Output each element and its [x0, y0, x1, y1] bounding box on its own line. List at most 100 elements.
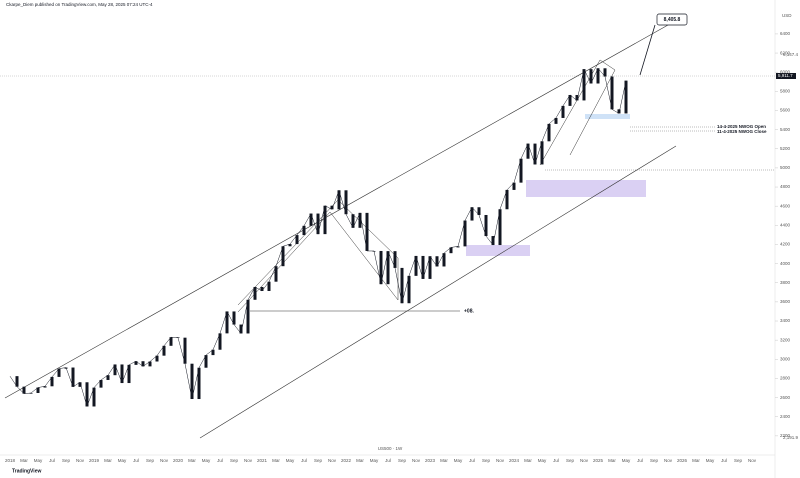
candle — [197, 367, 201, 400]
candle — [442, 253, 446, 267]
x-tick-label: May — [538, 458, 547, 463]
x-tick-label: Jul — [301, 458, 307, 463]
y-tick-label: 3000 — [780, 356, 791, 361]
candle — [505, 189, 509, 210]
candle — [162, 345, 166, 356]
x-tick-label: Nov — [160, 458, 169, 463]
candle — [288, 244, 292, 247]
x-tick-label: May — [202, 458, 211, 463]
x-tick-label: 2019 — [89, 458, 100, 463]
candle — [589, 69, 593, 84]
candle — [106, 375, 110, 380]
y-tick-label: 4400 — [780, 223, 791, 228]
candle — [246, 299, 250, 334]
candle — [302, 225, 306, 236]
x-tick-label: 2018 — [5, 458, 16, 463]
x-tick-label: Jul — [469, 458, 475, 463]
pattern — [539, 59, 616, 166]
candle — [127, 364, 131, 384]
x-tick-label: 2024 — [509, 458, 520, 463]
x-tick-label: Jul — [553, 458, 559, 463]
candle — [365, 212, 369, 251]
candle — [484, 214, 488, 237]
zone — [526, 180, 646, 197]
candle — [428, 256, 432, 279]
x-tick-label: 2021 — [257, 458, 268, 463]
y-tick-label: 6000 — [780, 69, 791, 74]
candle — [78, 382, 82, 387]
candle — [337, 190, 341, 210]
x-tick-label: Nov — [412, 458, 421, 463]
candle — [526, 143, 530, 159]
logo: TradingView — [12, 468, 41, 474]
candle — [232, 311, 236, 325]
candle — [561, 105, 565, 118]
candle — [71, 367, 75, 387]
candle — [582, 69, 586, 101]
candle — [316, 213, 320, 235]
target-arrow — [639, 24, 656, 76]
y-tick-label: 4800 — [780, 184, 791, 189]
candle — [29, 392, 33, 394]
x-tick-label: 2020 — [173, 458, 184, 463]
y-tick-label: 3400 — [780, 318, 791, 323]
candle — [169, 337, 173, 346]
x-tick-label: May — [118, 458, 127, 463]
x-tick-label: Nov — [580, 458, 589, 463]
candle — [456, 246, 460, 248]
x-tick-label: Sep — [566, 458, 575, 463]
price-line — [9, 67, 627, 408]
x-tick-label: May — [454, 458, 463, 463]
candle — [323, 205, 327, 235]
x-tick-label: Jul — [721, 458, 727, 463]
target-label: 8,405.8 — [664, 17, 681, 23]
x-tick-label: Nov — [244, 458, 253, 463]
x-tick-label: Nov — [664, 458, 673, 463]
y-tick-label: 3800 — [780, 280, 791, 285]
x-tick-label: 2026 — [677, 458, 688, 463]
candle — [400, 267, 404, 304]
last-price-tag — [776, 73, 796, 79]
candle — [22, 386, 26, 394]
candle — [568, 94, 572, 106]
y-tick-label: 3200 — [780, 337, 791, 342]
level-label: +08. — [464, 308, 474, 314]
candle — [393, 251, 397, 268]
candle — [183, 337, 187, 364]
trendline — [199, 145, 677, 439]
x-tick-label: Mar — [440, 458, 448, 463]
y-tick-label: 5200 — [780, 146, 791, 151]
candle — [540, 141, 544, 165]
candle — [421, 255, 425, 279]
candle — [218, 333, 222, 350]
candle — [155, 355, 159, 362]
y-tick-label: 4000 — [780, 261, 791, 266]
candle — [603, 68, 607, 77]
x-tick-label: Sep — [734, 458, 743, 463]
header: Ckarpe_Diem published on TradingView.com… — [6, 2, 153, 7]
candle — [309, 213, 313, 226]
candle — [267, 281, 271, 291]
candle — [36, 387, 40, 393]
y-tick-label: 5600 — [780, 108, 791, 113]
candle — [190, 363, 194, 400]
low-label: 2,191.9 — [783, 435, 799, 440]
candle — [120, 364, 124, 384]
zone — [466, 245, 530, 256]
x-tick-label: Sep — [230, 458, 239, 463]
x-tick-label: Jul — [217, 458, 223, 463]
candle — [449, 247, 453, 254]
x-tick-label: Nov — [76, 458, 85, 463]
y-tick-label: 6200 — [780, 50, 791, 55]
watermark: US500 · 1W — [378, 446, 403, 451]
candle — [519, 158, 523, 183]
x-tick-label: Jul — [637, 458, 643, 463]
x-tick-label: Jul — [49, 458, 55, 463]
y-tick-label: 5000 — [780, 165, 791, 170]
candle — [274, 266, 278, 282]
candle — [498, 209, 502, 246]
candle — [253, 286, 257, 300]
candle — [463, 220, 467, 247]
x-tick-label: Jul — [385, 458, 391, 463]
